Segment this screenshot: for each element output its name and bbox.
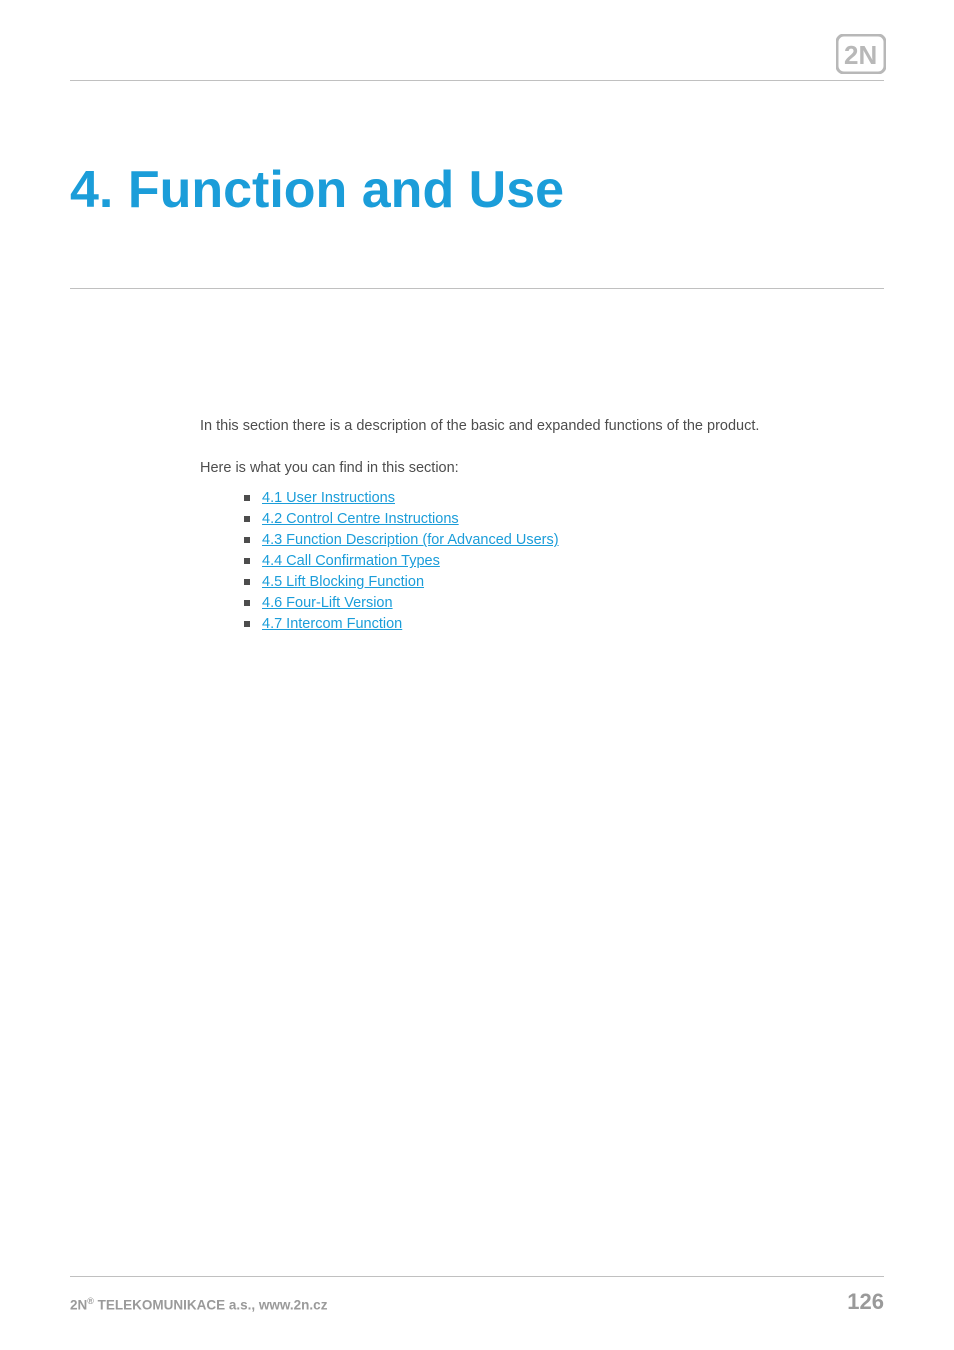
- page-number: 126: [847, 1289, 884, 1315]
- list-item: 4.7 Intercom Function: [244, 614, 874, 635]
- footer-reg: ®: [87, 1296, 94, 1306]
- page-footer: 2N® TELEKOMUNIKACE a.s., www.2n.cz 126: [70, 1276, 884, 1315]
- section-link[interactable]: 4.7 Intercom Function: [262, 616, 402, 632]
- section-link[interactable]: 4.5 Lift Blocking Function: [262, 574, 424, 590]
- section-links: 4.1 User Instructions 4.2 Control Centre…: [244, 488, 874, 635]
- footer-rule: [70, 1276, 884, 1277]
- page-title: 4. Function and Use: [70, 160, 884, 220]
- brand-logo: 2N: [836, 34, 886, 74]
- list-item: 4.3 Function Description (for Advanced U…: [244, 530, 874, 551]
- section-link[interactable]: 4.3 Function Description (for Advanced U…: [262, 532, 559, 548]
- list-item: 4.4 Call Confirmation Types: [244, 551, 874, 572]
- svg-text:2N: 2N: [844, 40, 877, 70]
- body-block: In this section there is a description o…: [200, 417, 874, 635]
- header-rule: [70, 80, 884, 81]
- section-link[interactable]: 4.6 Four-Lift Version: [262, 595, 393, 611]
- footer-company: TELEKOMUNIKACE a.s., www.2n.cz: [94, 1297, 328, 1312]
- title-rule: [70, 288, 884, 289]
- footer-brand: 2N: [70, 1297, 87, 1312]
- lead-paragraph: Here is what you can find in this sectio…: [200, 459, 874, 479]
- section-link[interactable]: 4.2 Control Centre Instructions: [262, 511, 459, 527]
- intro-paragraph: In this section there is a description o…: [200, 417, 874, 437]
- footer-row: 2N® TELEKOMUNIKACE a.s., www.2n.cz 126: [70, 1289, 884, 1315]
- list-item: 4.2 Control Centre Instructions: [244, 509, 874, 530]
- list-item: 4.5 Lift Blocking Function: [244, 572, 874, 593]
- footer-left: 2N® TELEKOMUNIKACE a.s., www.2n.cz: [70, 1296, 327, 1313]
- section-link[interactable]: 4.1 User Instructions: [262, 490, 395, 506]
- section-link[interactable]: 4.4 Call Confirmation Types: [262, 553, 440, 569]
- list-item: 4.1 User Instructions: [244, 488, 874, 509]
- page: 2N 4. Function and Use In this section t…: [0, 0, 954, 1350]
- list-item: 4.6 Four-Lift Version: [244, 593, 874, 614]
